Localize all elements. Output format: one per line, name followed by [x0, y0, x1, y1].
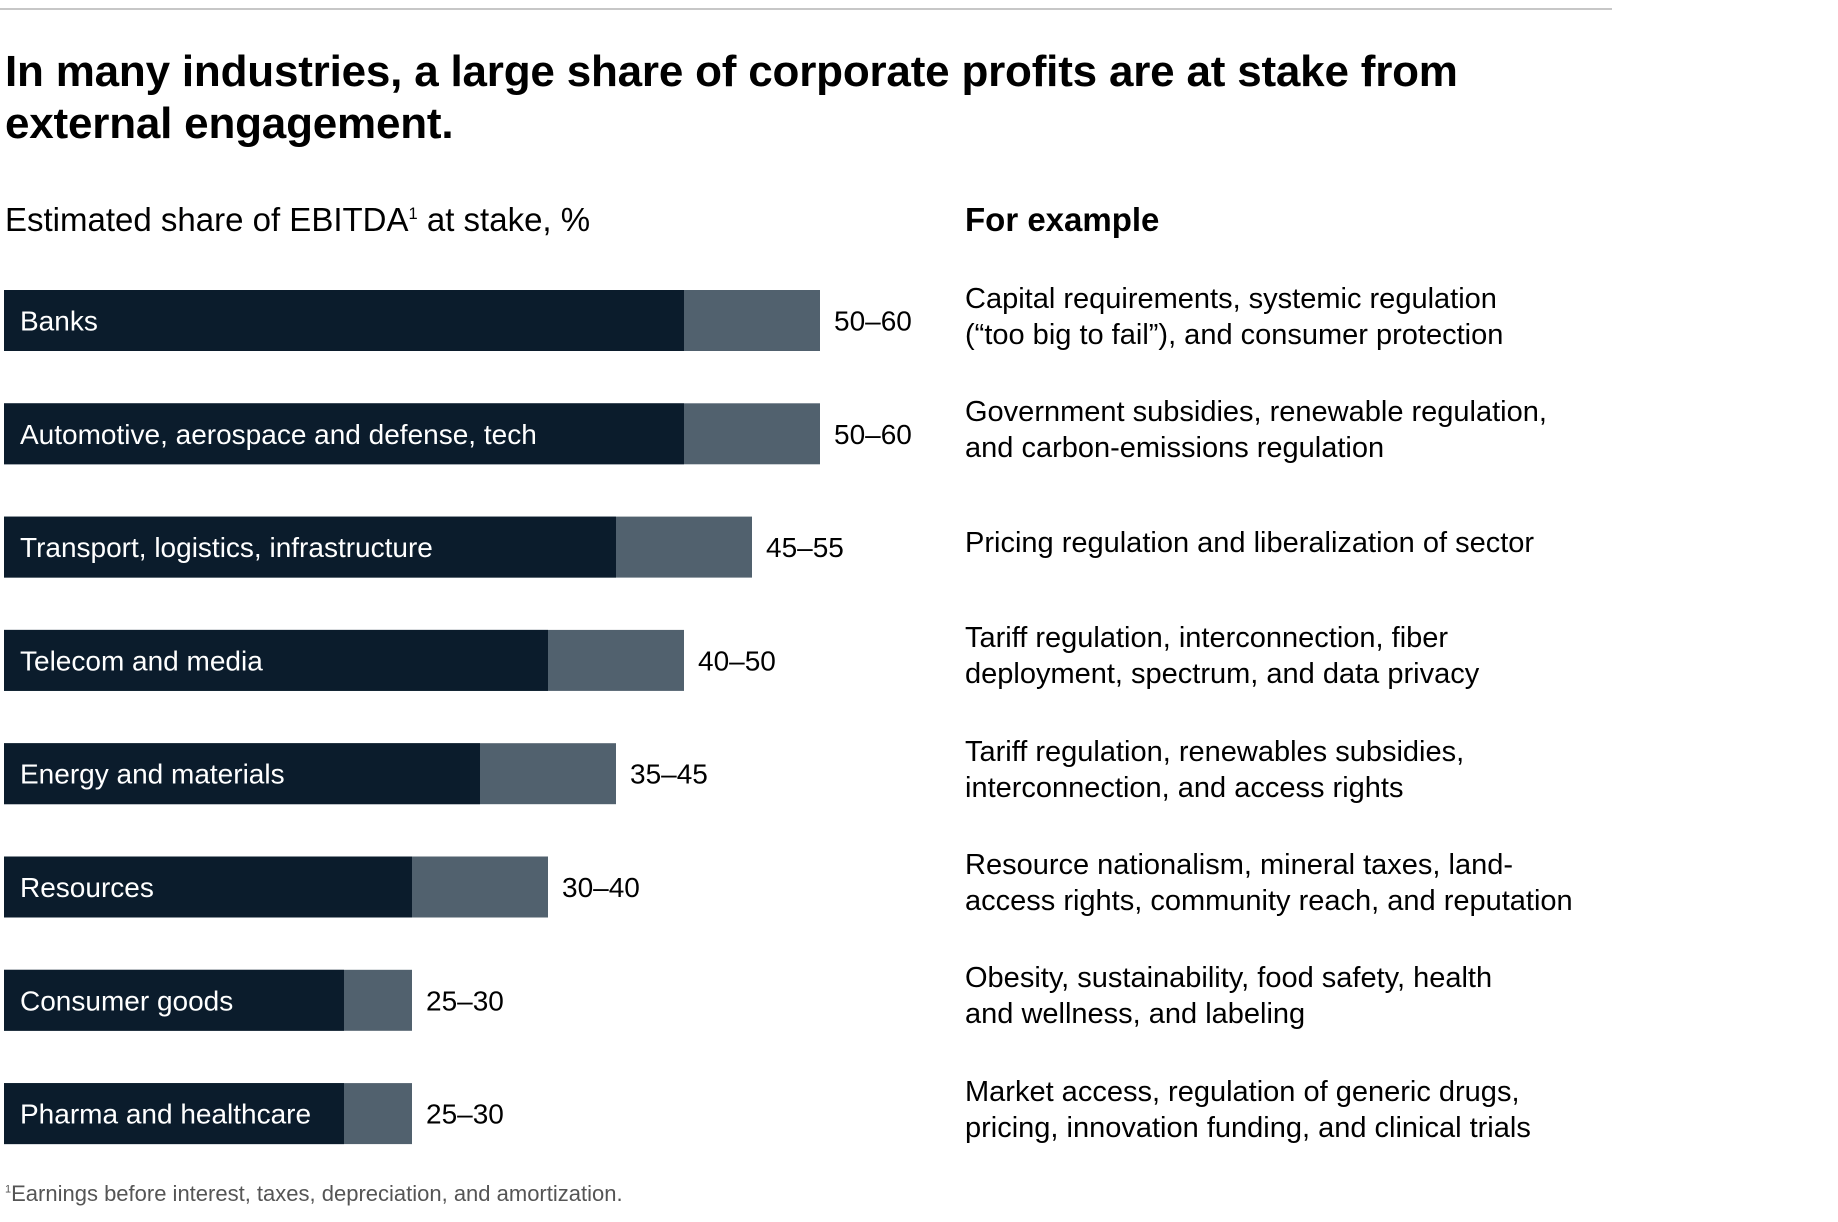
bar-low-segment	[4, 403, 684, 465]
examples-heading: For example	[965, 201, 1160, 238]
subtitle-suffix: at stake, %	[417, 201, 591, 238]
example-line: access rights, community reach, and repu…	[965, 885, 1573, 917]
example-line: Government subsidies, renewable regulati…	[965, 395, 1547, 428]
bar-low-segment	[4, 290, 684, 351]
bar-row: Consumer goods 25–30	[4, 969, 504, 1031]
example-text: Capital requirements, systemic regulatio…	[965, 281, 1665, 353]
example-line: Tariff regulation, interconnection, fibe…	[965, 622, 1449, 655]
example-line: Capital requirements, systemic regulatio…	[965, 282, 1497, 315]
example-text: Pricing regulation and liberalization of…	[965, 525, 1665, 561]
example-line: pricing, innovation funding, and clinica…	[965, 1111, 1531, 1144]
category-label: Resources	[20, 872, 154, 903]
example-line: deployment, spectrum, and data privacy	[965, 658, 1480, 691]
range-value-label: 40–50	[698, 645, 776, 676]
footnote-marker: 1	[5, 1183, 12, 1196]
example-text: Tariff regulation, interconnection, fibe…	[965, 620, 1665, 692]
example-text: Obesity, sustainability, food safety, he…	[965, 960, 1665, 1032]
bar-low-segment	[4, 969, 344, 1031]
subtitle-footnote-marker: 1	[408, 205, 418, 223]
bar-row: Pharma and healthcare 25–30	[4, 1083, 504, 1145]
category-label: Energy and materials	[20, 759, 285, 790]
range-value-label: 35–45	[630, 759, 708, 790]
subtitle-text: Estimated share of EBITDA	[5, 201, 409, 238]
range-value-label: 45–55	[766, 532, 844, 563]
bar-row: Transport, logistics, infrastructure 45–5…	[4, 516, 844, 578]
bar-row: Resources 30–40	[4, 856, 640, 918]
example-line: and wellness, and labeling	[965, 998, 1306, 1031]
top-divider	[0, 8, 1612, 10]
range-value-label: 25–30	[426, 985, 504, 1016]
category-label: Banks	[20, 306, 98, 337]
footnote-text: Earnings before interest, taxes, depreci…	[11, 1181, 623, 1206]
bar-low-segment	[4, 516, 616, 578]
category-label: Transport, logistics, infrastructure	[20, 532, 433, 563]
bar-low-segment	[4, 629, 548, 691]
example-text: Resource nationalism, mineral taxes, lan…	[965, 847, 1665, 919]
example-text: Market access, regulation of generic dru…	[965, 1074, 1665, 1146]
example-line: interconnection, and access rights	[965, 771, 1404, 804]
bar-low-segment	[4, 743, 480, 805]
range-value-label: 50–60	[834, 306, 912, 337]
chart-title: In many industries, a large share of cor…	[5, 47, 1458, 148]
category-label: Automotive, aerospace and defense, tech	[20, 419, 537, 450]
example-line: Tariff regulation, renewables subsidies,	[965, 735, 1465, 768]
bar-row: Automotive, aerospace and defense, tech 5…	[4, 403, 912, 465]
example-line: Resource nationalism, mineral taxes, lan…	[965, 849, 1514, 881]
bar-low-segment	[4, 856, 412, 918]
example-line: Pricing regulation and liberalization of…	[965, 527, 1535, 560]
bar-low-segment	[4, 1083, 344, 1145]
bar-row: Energy and materials 35–45	[4, 743, 708, 805]
range-value-label: 25–30	[426, 1099, 504, 1130]
example-text: Government subsidies, renewable regulati…	[965, 394, 1665, 466]
category-label: Consumer goods	[20, 985, 233, 1016]
range-value-label: 30–40	[562, 872, 640, 903]
example-text: Tariff regulation, renewables subsidies,…	[965, 734, 1665, 806]
chart-subtitle: Estimated share of EBITDA1 at stake, %	[5, 200, 590, 240]
example-line: Obesity, sustainability, food safety, he…	[965, 962, 1493, 995]
range-value-label: 50–60	[834, 419, 912, 450]
example-line: (“too big to fail”), and consumer protec…	[965, 318, 1504, 351]
example-line: Market access, regulation of generic dru…	[965, 1075, 1520, 1108]
footnote: 1Earnings before interest, taxes, deprec…	[5, 1180, 623, 1208]
category-label: Pharma and healthcare	[20, 1099, 311, 1130]
example-line: and carbon-emissions regulation	[965, 431, 1385, 464]
bar-row: Telecom and media 40–50	[4, 629, 776, 691]
bar-row: Banks 50–60	[4, 290, 912, 351]
category-label: Telecom and media	[20, 645, 263, 676]
